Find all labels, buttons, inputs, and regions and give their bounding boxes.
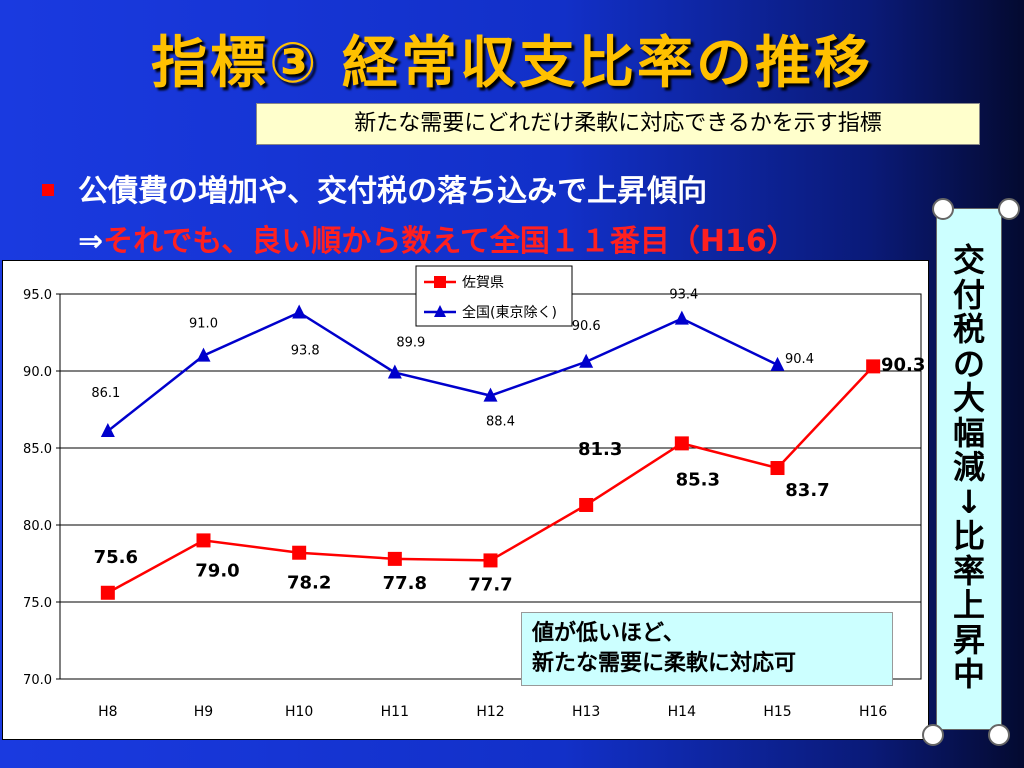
saga-marker — [196, 533, 211, 548]
data-label: 77.7 — [468, 574, 512, 595]
national-marker — [292, 304, 307, 319]
bullet-marker — [42, 184, 54, 196]
x-tick-label: H8 — [98, 704, 117, 720]
data-label: 78.2 — [287, 573, 331, 594]
x-tick-label: H11 — [381, 704, 409, 720]
data-label: 93.4 — [669, 288, 698, 303]
scroll-char: 大 — [952, 379, 985, 417]
scroll-char: ↓ — [955, 482, 983, 521]
x-tick-label: H9 — [194, 704, 213, 720]
national-marker — [770, 356, 785, 371]
legend-label: 佐賀県 — [462, 275, 504, 291]
subtitle-box: 新たな需要にどれだけ柔軟に対応できるかを示す指標 — [256, 103, 980, 145]
data-label: 86.1 — [91, 386, 120, 401]
scroll-banner: 交付税の大幅減 ↓ 比率上昇中 — [922, 198, 1020, 746]
bullet-text-line2: ⇒それでも、良い順から数えて全国１１番目（H16） — [78, 216, 797, 260]
y-tick-label: 85.0 — [23, 442, 52, 457]
national-marker — [579, 353, 594, 368]
scroll-char: 減 — [952, 448, 985, 486]
data-label: 89.9 — [396, 336, 425, 351]
scroll-char: 付 — [952, 275, 985, 314]
scroll-curl-top — [932, 198, 954, 220]
scroll-char: 税 — [952, 310, 985, 348]
scroll-curl-top-right — [998, 198, 1020, 220]
scroll-curl-bottom — [922, 724, 944, 746]
scroll-body: 交付税の大幅減 ↓ 比率上昇中 — [936, 208, 1002, 730]
scroll-char: の — [952, 344, 985, 383]
slide-title: 指標③ 経常収支比率の推移 — [151, 31, 873, 96]
x-tick-label: H15 — [763, 704, 791, 720]
x-tick-label: H16 — [859, 704, 887, 720]
national-marker — [100, 423, 115, 438]
line-chart: 95.0 90.0 85.0 80.0 75.0 70.0 H8 H9 H10 H11 H12 H13… — [23, 265, 925, 720]
note-line2: 新たな需要に柔軟に対応可 — [532, 651, 797, 676]
data-label: 77.8 — [383, 573, 427, 594]
scroll-char: 上 — [952, 586, 985, 624]
chart-frame: 95.0 90.0 85.0 80.0 75.0 70.0 H8 H9 H10 H11 H12 H13… — [2, 260, 929, 740]
x-tick-label: H13 — [572, 704, 600, 720]
bullet-text-line1: 公債費の増加や、交付税の落ち込みで上昇傾向 — [78, 174, 708, 209]
legend-marker-triangle — [434, 305, 446, 317]
saga-marker — [770, 461, 785, 476]
y-tick-label: 90.0 — [23, 365, 52, 380]
national-marker — [483, 387, 498, 402]
scroll-char: 比 — [952, 517, 985, 555]
national-marker — [674, 310, 689, 325]
data-label: 75.6 — [94, 547, 138, 568]
note-box: 値が低いほど、 新たな需要に柔軟に対応可 — [521, 612, 893, 686]
national-marker — [387, 364, 402, 379]
scroll-char: 率 — [952, 551, 985, 590]
data-label: 79.0 — [195, 560, 239, 581]
data-label: 90.4 — [785, 352, 814, 367]
ranking-text: それでも、良い順から数えて全国１１番目（H16） — [103, 224, 797, 259]
y-tick-label: 95.0 — [23, 288, 52, 303]
scroll-text: 交付税の大幅減 ↓ 比率上昇中 — [937, 243, 1001, 692]
data-label: 90.6 — [572, 319, 601, 334]
data-label: 91.0 — [189, 317, 218, 332]
saga-marker — [674, 436, 689, 451]
note-line1: 値が低いほど、 — [532, 621, 685, 646]
saga-marker — [100, 585, 115, 600]
arrow-glyph: ⇒ — [78, 224, 104, 259]
scroll-curl-bottom-right — [988, 724, 1010, 746]
x-tick-label: H12 — [476, 704, 504, 720]
data-label: 93.8 — [291, 343, 320, 358]
scroll-char: 昇 — [952, 620, 985, 659]
y-tick-label: 70.0 — [23, 673, 52, 688]
national-marker — [196, 347, 211, 362]
scroll-char: 幅 — [952, 413, 985, 452]
saga-marker — [483, 553, 498, 568]
scroll-char: 交 — [952, 241, 985, 279]
saga-marker — [292, 545, 307, 560]
y-tick-label: 80.0 — [23, 519, 52, 534]
saga-marker — [387, 551, 402, 566]
x-tick-label: H10 — [285, 704, 313, 720]
saga-marker — [579, 497, 594, 512]
data-label: 90.3 — [881, 354, 925, 375]
data-label: 83.7 — [785, 480, 829, 501]
scroll-char: 中 — [952, 655, 985, 693]
data-label: 81.3 — [578, 439, 622, 460]
legend-marker-square — [434, 276, 446, 288]
x-tick-label: H14 — [668, 704, 696, 720]
data-label: 88.4 — [486, 415, 515, 430]
saga-marker — [866, 359, 881, 374]
data-label: 85.3 — [676, 469, 720, 490]
legend-label: 全国(東京除く) — [462, 304, 557, 321]
y-tick-label: 75.0 — [23, 596, 52, 611]
series-line-national — [107, 311, 779, 433]
